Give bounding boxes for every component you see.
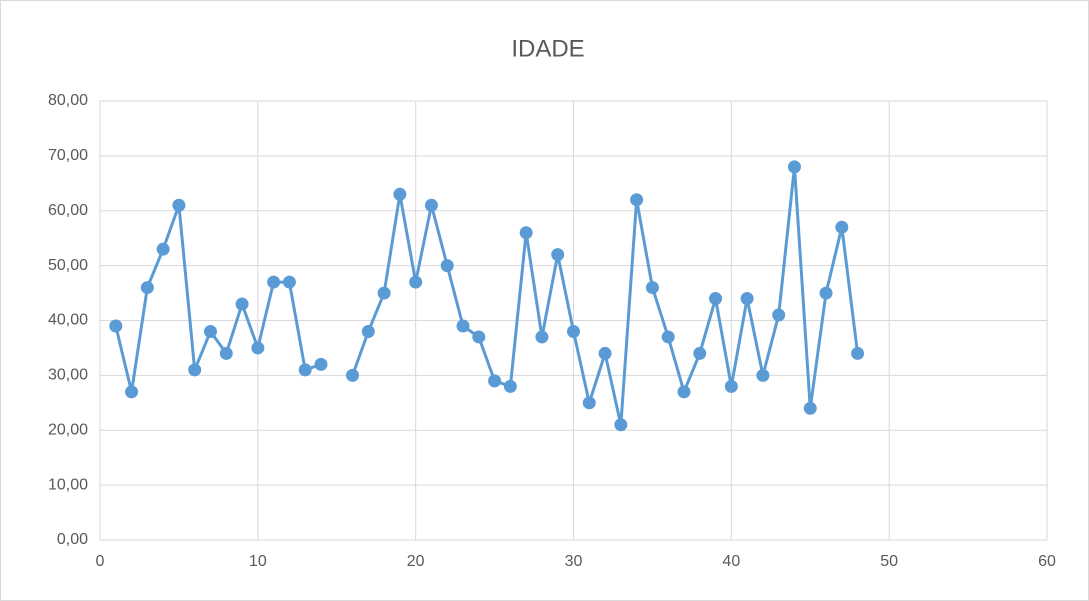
marker (519, 226, 533, 240)
y-tick-label: 40,00 (48, 312, 88, 329)
y-tick-label: 20,00 (48, 421, 88, 438)
marker (314, 357, 328, 371)
marker (188, 363, 202, 377)
x-tick-label: 60 (1038, 553, 1056, 570)
marker (851, 346, 865, 360)
marker (172, 198, 186, 212)
marker (503, 379, 517, 393)
marker (535, 330, 549, 344)
marker (424, 198, 438, 212)
marker (740, 292, 754, 306)
marker (803, 401, 817, 415)
marker (567, 324, 580, 338)
marker (393, 187, 407, 201)
marker (109, 319, 123, 333)
marker (251, 341, 265, 355)
marker (772, 308, 786, 322)
y-tick-label: 30,00 (48, 367, 88, 384)
marker (235, 297, 249, 311)
marker (819, 286, 833, 300)
y-tick-label: 70,00 (48, 147, 88, 164)
marker (298, 363, 312, 377)
marker (756, 368, 770, 382)
marker (377, 286, 391, 300)
marker (440, 259, 454, 273)
marker (614, 418, 628, 432)
marker (693, 346, 707, 360)
marker (472, 330, 486, 344)
x-tick-label: 30 (565, 553, 583, 570)
marker (456, 319, 470, 333)
x-tick-label: 0 (96, 553, 105, 570)
y-tick-label: 10,00 (48, 476, 88, 493)
marker (409, 275, 423, 289)
marker (125, 385, 139, 399)
marker (219, 346, 233, 360)
marker (488, 374, 502, 388)
marker (203, 324, 217, 338)
marker (598, 346, 612, 360)
marker (709, 292, 723, 306)
y-tick-label: 0,00 (57, 531, 88, 548)
marker (267, 275, 281, 289)
y-tick-label: 50,00 (48, 257, 88, 274)
marker (156, 242, 170, 256)
x-tick-label: 50 (880, 553, 898, 570)
chart-title: IDADE (511, 35, 584, 62)
marker (787, 160, 801, 174)
x-tick-label: 20 (407, 553, 425, 570)
marker (835, 220, 849, 234)
marker (661, 330, 675, 344)
marker (645, 281, 659, 295)
y-tick-label: 60,00 (48, 202, 88, 219)
marker (361, 324, 375, 338)
marker (140, 281, 154, 295)
marker (724, 379, 738, 393)
y-tick-label: 80,00 (48, 92, 88, 109)
marker (677, 385, 691, 399)
marker (282, 275, 296, 289)
marker (630, 193, 644, 207)
marker (346, 368, 360, 382)
x-tick-label: 10 (249, 553, 267, 570)
x-tick-label: 40 (722, 553, 740, 570)
marker (551, 248, 565, 262)
marker (582, 396, 596, 410)
